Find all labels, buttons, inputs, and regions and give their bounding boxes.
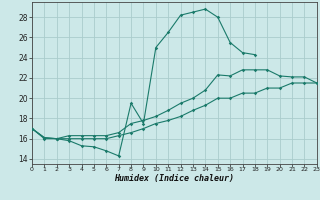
- X-axis label: Humidex (Indice chaleur): Humidex (Indice chaleur): [115, 174, 234, 183]
